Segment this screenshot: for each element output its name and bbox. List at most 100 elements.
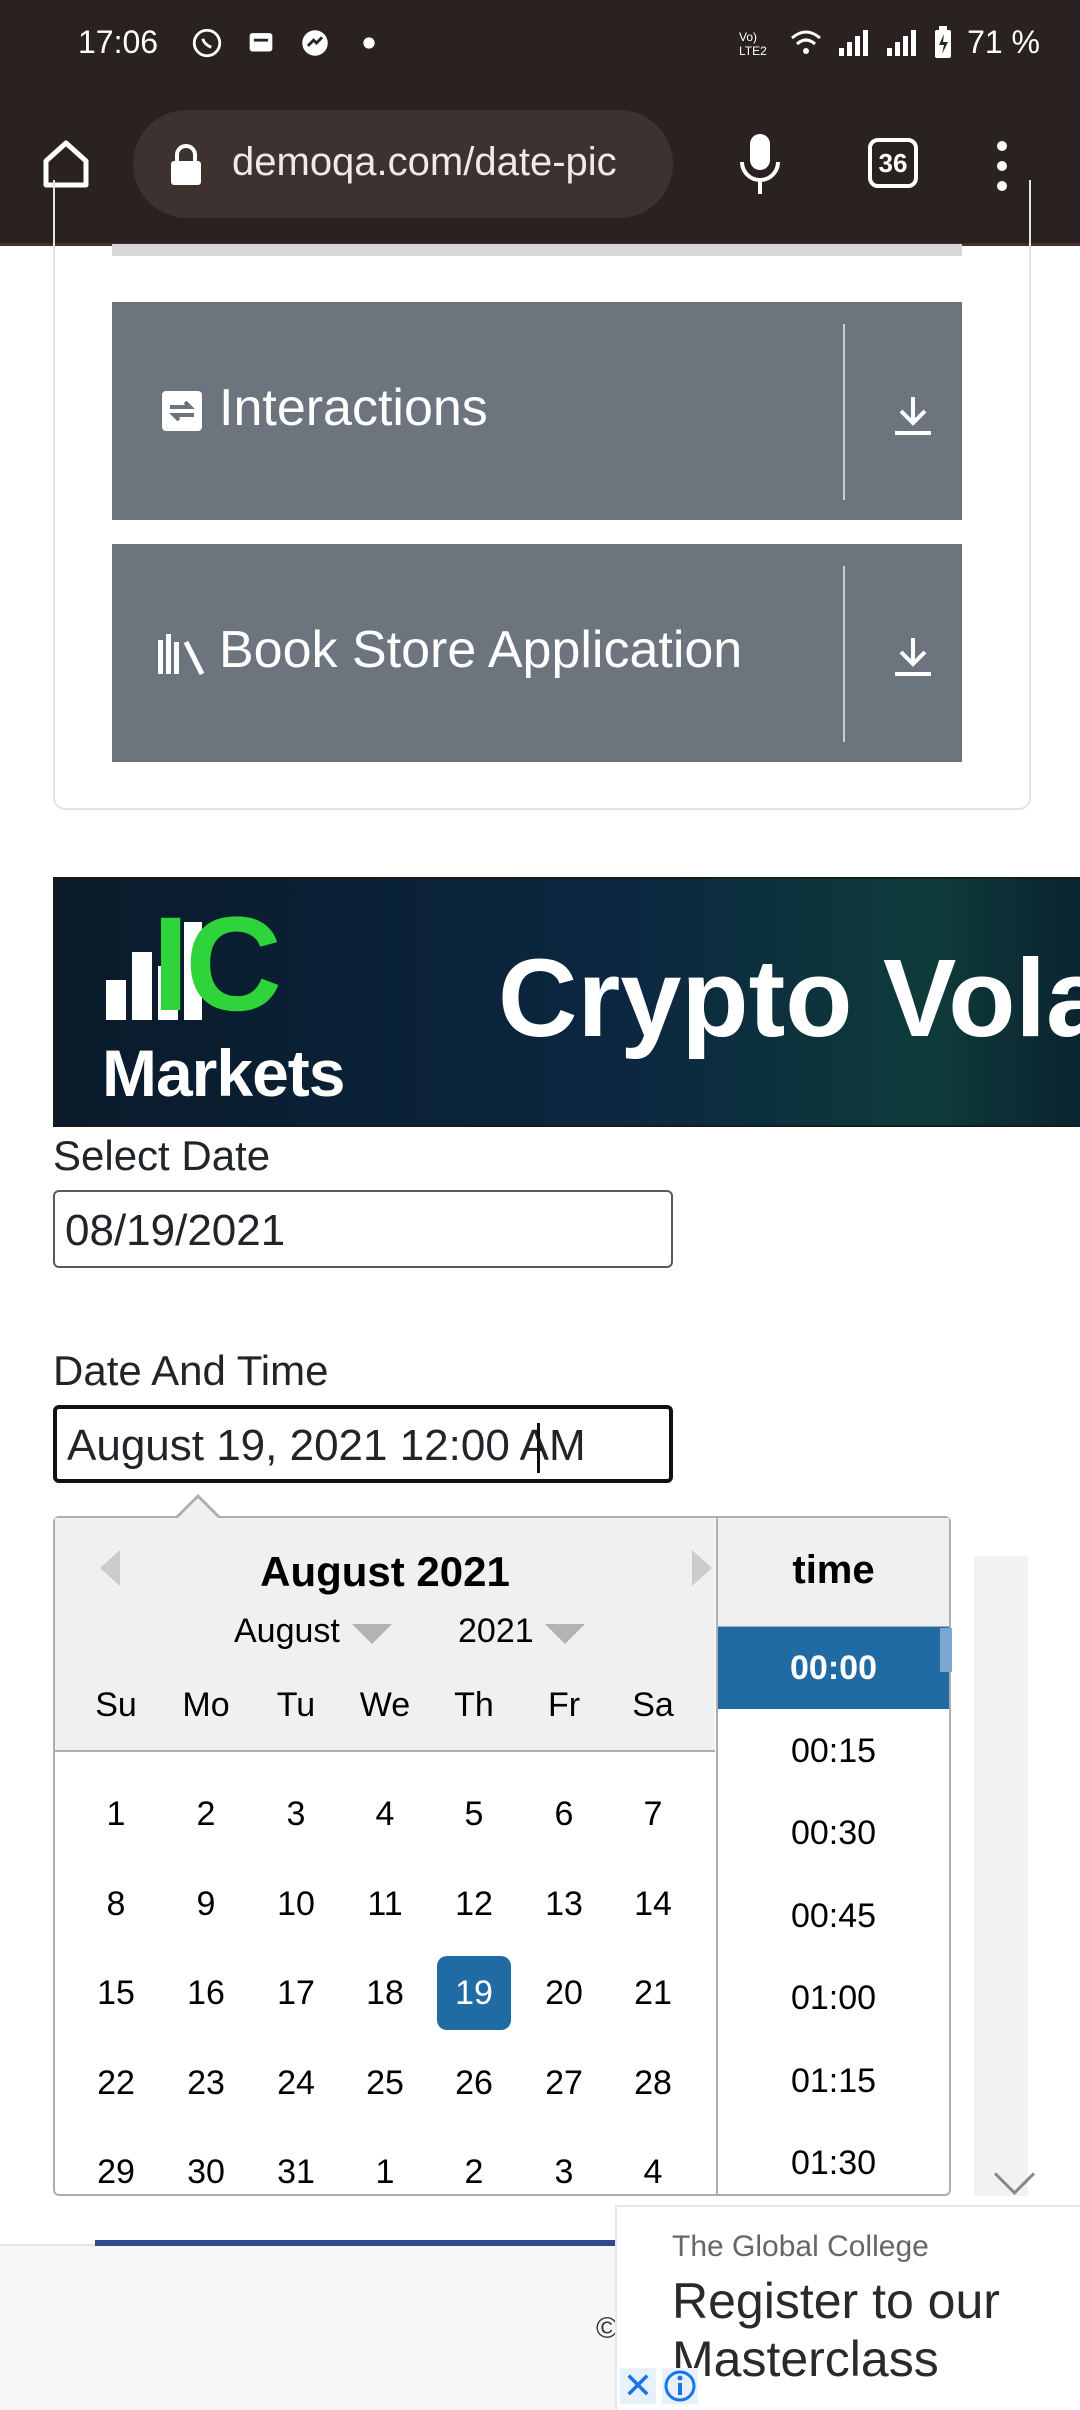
time-option[interactable]: 00:30 xyxy=(790,1814,877,1852)
day-cell[interactable]: 28 xyxy=(634,2064,672,2102)
menu-card xyxy=(53,180,1031,810)
signal-icon-2 xyxy=(887,29,917,56)
time-option-selected[interactable]: 00:00 xyxy=(718,1627,949,1709)
time-option[interactable]: 00:45 xyxy=(790,1896,877,1935)
group-label-book-store[interactable]: Book Store Application xyxy=(219,621,743,679)
download-icon[interactable] xyxy=(893,634,933,678)
day-cell[interactable]: 15 xyxy=(97,1974,135,2012)
weekday-label: Th xyxy=(454,1686,494,1724)
day-cell[interactable]: 4 xyxy=(375,1795,395,1833)
day-cell[interactable]: 21 xyxy=(634,1974,672,2012)
menu-strip xyxy=(112,244,962,256)
book-store-icon xyxy=(158,634,205,676)
messenger-icon xyxy=(302,30,328,56)
day-cell[interactable]: 3 xyxy=(286,1795,306,1833)
select-date-label: Select Date xyxy=(53,1132,271,1179)
more-menu-icon[interactable] xyxy=(990,140,1014,192)
svg-text:LTE2: LTE2 xyxy=(739,44,767,58)
home-icon[interactable] xyxy=(38,135,94,191)
day-cell[interactable]: 27 xyxy=(545,2064,583,2102)
ad-headline: Crypto Vola xyxy=(498,937,1080,1060)
day-cell[interactable]: 31 xyxy=(277,2153,315,2191)
weekday-label: Tu xyxy=(276,1686,316,1724)
wifi-icon xyxy=(791,30,822,54)
day-cell[interactable]: 16 xyxy=(187,1974,225,2012)
small-ad-headline[interactable]: Register to our Masterclass xyxy=(672,2273,1000,2387)
day-cell[interactable]: 2 xyxy=(464,2153,484,2191)
tab-count-button[interactable]: 36 xyxy=(868,138,918,188)
day-cell[interactable]: 4 xyxy=(643,2153,663,2191)
battery-icon xyxy=(935,25,952,58)
weekday-label: Mo xyxy=(182,1686,230,1724)
weekday-label: Fr xyxy=(547,1686,581,1724)
weekday-label: Sa xyxy=(632,1686,674,1724)
year-select[interactable]: 2021 xyxy=(458,1612,534,1650)
month-dropdown-arrow-icon[interactable] xyxy=(352,1624,392,1644)
day-cell[interactable]: 1 xyxy=(375,2153,395,2191)
group-book-store[interactable] xyxy=(112,544,962,762)
microphone-icon[interactable] xyxy=(738,132,782,196)
ad-banner[interactable] xyxy=(53,877,1080,1127)
time-scrollbar[interactable] xyxy=(940,1628,952,1672)
day-cell[interactable]: 18 xyxy=(366,1974,404,2012)
ic-markets-logo-icon xyxy=(106,922,202,1020)
day-cell-selected[interactable]: 19 xyxy=(437,1956,511,2030)
day-cell[interactable]: 24 xyxy=(277,2064,315,2102)
day-cell[interactable]: 26 xyxy=(455,2064,493,2102)
day-cell[interactable]: 29 xyxy=(97,2153,135,2191)
month-select[interactable]: August xyxy=(234,1612,340,1650)
address-bar[interactable] xyxy=(133,110,673,218)
day-cell[interactable]: 20 xyxy=(545,1974,583,2012)
day-cell[interactable]: 6 xyxy=(554,1795,574,1833)
interactions-icon xyxy=(162,391,202,431)
url-text[interactable]: demoqa.com/date-pic xyxy=(232,140,617,184)
day-cell[interactable]: 5 xyxy=(464,1795,484,1833)
status-right: Vo) LTE2 71 % xyxy=(739,24,1040,61)
day-cell[interactable]: 14 xyxy=(634,1885,672,1923)
year-dropdown-arrow-icon[interactable] xyxy=(545,1624,585,1644)
day-cell[interactable]: 9 xyxy=(196,1885,216,1923)
day-cell[interactable]: 11 xyxy=(367,1885,403,1923)
select-date-input[interactable]: 08/19/2021 xyxy=(53,1190,673,1268)
footer-accent xyxy=(95,2240,615,2246)
time-option[interactable]: 01:30 xyxy=(790,2144,877,2182)
download-icon[interactable] xyxy=(893,393,933,437)
day-cell[interactable]: 1 xyxy=(106,1795,126,1833)
battery-percent: 71 % xyxy=(967,24,1040,60)
day-cell[interactable]: 25 xyxy=(366,2064,404,2102)
info-icon[interactable] xyxy=(662,2368,698,2404)
day-cell[interactable]: 30 xyxy=(187,2153,225,2191)
copyright-text: © xyxy=(596,2312,619,2345)
day-cell[interactable]: 23 xyxy=(187,2064,225,2102)
time-header-label: time xyxy=(792,1548,875,1592)
group-divider xyxy=(843,566,845,742)
date-time-input[interactable]: August 19, 2021 12:00 AM xyxy=(53,1405,673,1483)
day-cell[interactable]: 7 xyxy=(643,1795,663,1833)
day-cell[interactable]: 12 xyxy=(455,1885,493,1923)
day-cell[interactable]: 3 xyxy=(554,2153,574,2191)
group-interactions[interactable] xyxy=(112,302,962,520)
date-time-label: Date And Time xyxy=(53,1347,329,1394)
day-cell[interactable]: 10 xyxy=(277,1885,315,1923)
dot-icon xyxy=(363,37,375,49)
weekday-label: Su xyxy=(95,1686,137,1724)
previous-month-icon[interactable] xyxy=(100,1550,120,1586)
time-option[interactable]: 01:15 xyxy=(790,2061,877,2100)
time-header xyxy=(718,1518,949,1628)
time-column xyxy=(716,1518,951,2194)
next-month-icon[interactable] xyxy=(692,1550,712,1586)
day-cell[interactable]: 8 xyxy=(106,1885,126,1923)
time-option[interactable]: 00:15 xyxy=(790,1731,877,1770)
notification-icons xyxy=(190,26,386,60)
day-cell[interactable]: 2 xyxy=(196,1795,216,1833)
day-cell[interactable]: 13 xyxy=(545,1885,583,1923)
time-option[interactable]: 01:00 xyxy=(790,1979,877,2017)
day-cell[interactable]: 17 xyxy=(277,1974,315,2012)
close-icon[interactable]: ✕ xyxy=(620,2368,656,2404)
message-icon xyxy=(249,33,273,52)
day-cell[interactable]: 22 xyxy=(97,2064,135,2102)
status-time: 17:06 xyxy=(78,24,159,60)
svg-text:Vo): Vo) xyxy=(739,30,757,44)
group-label-interactions[interactable]: Interactions xyxy=(219,379,488,437)
lock-icon[interactable] xyxy=(168,143,204,187)
